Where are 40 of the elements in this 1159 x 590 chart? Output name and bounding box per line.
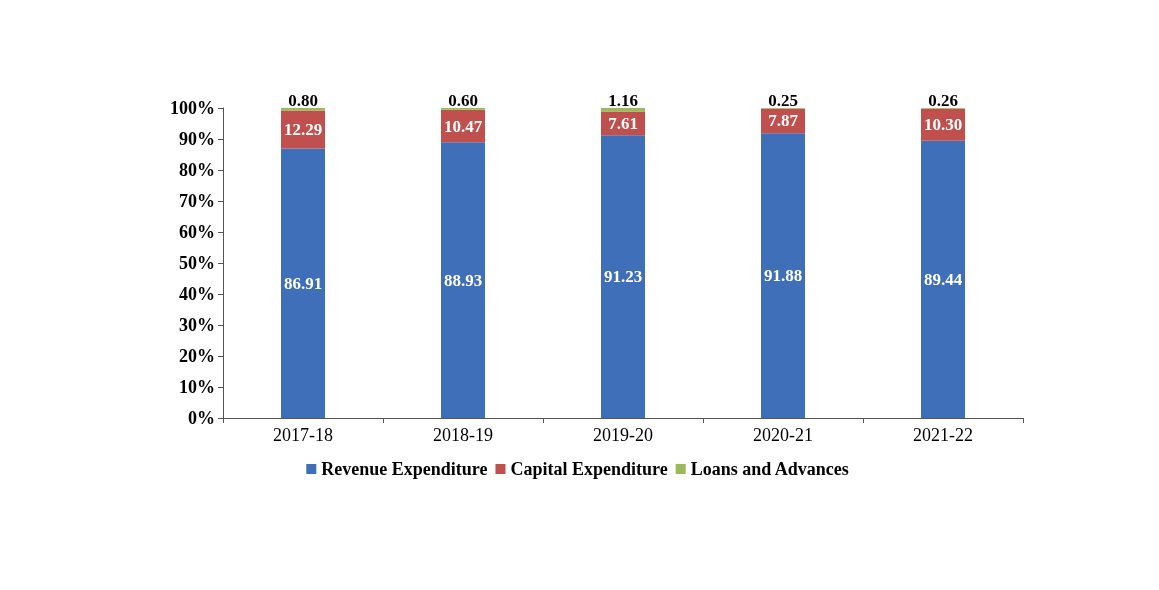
data-label: 0.60 (448, 91, 478, 110)
y-tick-label: 100% (170, 98, 215, 118)
data-label: 88.93 (443, 270, 483, 290)
bar (601, 135, 645, 418)
legend-label: Loans and Advances (690, 459, 849, 479)
y-tick-label: 0% (188, 408, 215, 428)
y-tick-label: 10% (179, 377, 215, 397)
data-label: 0.25 (768, 91, 798, 110)
x-tick-label: 2020-21 (753, 425, 813, 445)
data-label: 10.30 (923, 115, 963, 135)
legend-label: Revenue Expenditure (321, 459, 488, 479)
y-tick-label: 30% (179, 315, 215, 335)
y-tick-label: 20% (179, 346, 215, 366)
data-label: 91.88 (763, 266, 803, 286)
data-label: 0.80 (288, 91, 318, 110)
data-label: 10.47 (443, 116, 483, 136)
x-tick-label: 2017-18 (273, 425, 333, 445)
legend-label: Capital Expenditure (510, 459, 668, 479)
bar (761, 133, 805, 418)
x-tick-label: 2021-22 (913, 425, 973, 445)
data-label: 89.44 (923, 269, 963, 289)
y-tick-label: 60% (179, 222, 215, 242)
data-label: 7.61 (608, 113, 638, 133)
data-label: 0.26 (928, 91, 958, 110)
data-label: 86.91 (283, 273, 323, 293)
bar (601, 108, 645, 112)
data-label: 91.23 (603, 267, 643, 287)
y-tick-label: 80% (179, 160, 215, 180)
y-tick-label: 90% (179, 129, 215, 149)
data-label: 1.16 (608, 91, 638, 110)
x-tick-label: 2018-19 (433, 425, 493, 445)
y-tick-label: 70% (179, 191, 215, 211)
y-tick-label: 50% (179, 253, 215, 273)
bar (281, 148, 325, 418)
data-label: 7.87 (768, 111, 799, 131)
bar (921, 140, 965, 418)
data-label: 12.29 (283, 120, 323, 140)
bar (441, 142, 485, 418)
x-tick-label: 2019-20 (593, 425, 653, 445)
y-tick-label: 40% (179, 284, 215, 304)
